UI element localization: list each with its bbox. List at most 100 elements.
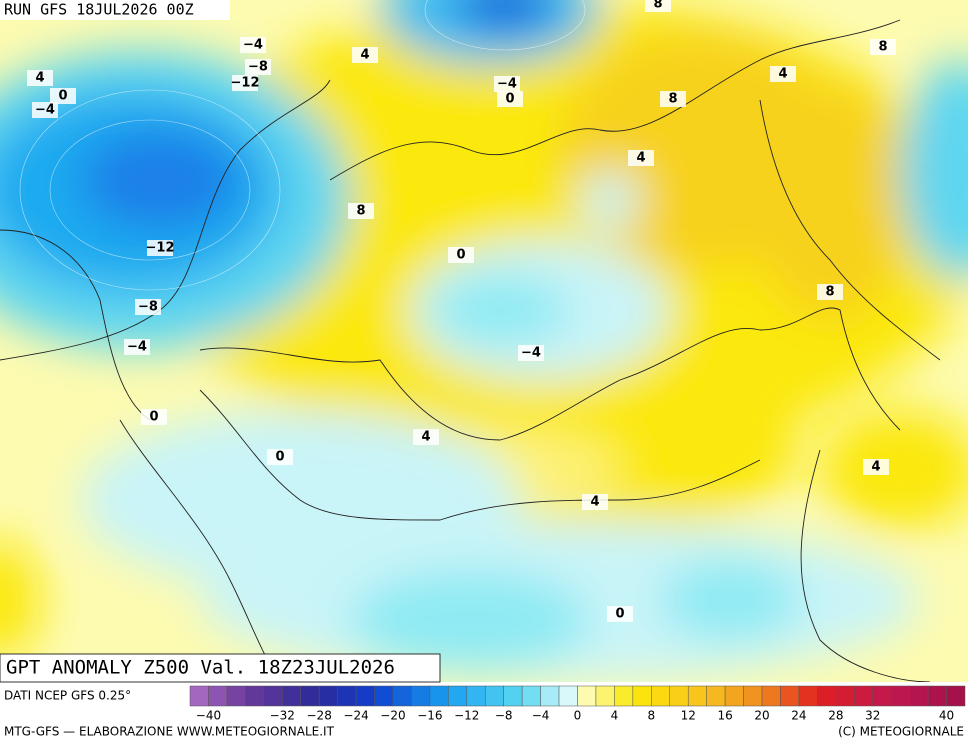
contour-label: 4 bbox=[636, 151, 645, 166]
run-label: RUN GFS 18JUL2026 00Z bbox=[4, 1, 194, 19]
colorbar-tick-label: 4 bbox=[611, 709, 619, 723]
contour-label-bg bbox=[645, 0, 671, 12]
colorbar-swatch bbox=[337, 685, 357, 707]
contour-label-bg bbox=[518, 345, 544, 361]
colorbar-tick-label: 12 bbox=[681, 709, 696, 723]
footer-right: (C) METEOGIORNALE bbox=[838, 725, 964, 739]
contour-label-bg bbox=[494, 76, 520, 92]
colorbar-swatch bbox=[226, 685, 246, 707]
contour-label: −4 bbox=[521, 346, 541, 361]
contour-label: 4 bbox=[590, 495, 599, 510]
colorbar-swatch bbox=[282, 685, 301, 707]
contour-label-bg bbox=[413, 429, 439, 445]
footer-left: MTG-GFS — ELABORAZIONE WWW.METEOGIORNALE… bbox=[4, 725, 335, 739]
colorbar-swatch bbox=[392, 685, 412, 707]
contour-label: −12 bbox=[146, 241, 175, 256]
colorbar-swatch bbox=[909, 685, 929, 707]
contour-label: 8 bbox=[653, 0, 662, 12]
colorbar-swatch bbox=[854, 685, 873, 707]
colorbar-swatch bbox=[706, 685, 726, 707]
colorbar-swatch bbox=[817, 685, 837, 707]
contour-label-bg bbox=[50, 88, 76, 104]
colorbar-tick-label: 32 bbox=[865, 709, 880, 723]
contour-label-bg bbox=[232, 75, 258, 91]
colorbar-swatch bbox=[521, 685, 541, 707]
colorbar-tick-label: 8 bbox=[647, 709, 655, 723]
colorbar-swatch bbox=[355, 685, 375, 707]
colorbar-swatch bbox=[761, 685, 781, 707]
source-label: DATI NCEP GFS 0.25° bbox=[4, 689, 131, 703]
colorbar-swatch bbox=[651, 685, 671, 707]
contour-label-bg bbox=[141, 409, 167, 425]
contour-label-bg bbox=[607, 606, 633, 622]
contour-label: 0 bbox=[275, 450, 284, 465]
colorbar-swatch bbox=[503, 685, 523, 707]
contour-label-bg bbox=[448, 247, 474, 263]
colorbar-swatch bbox=[318, 685, 338, 707]
colorbar-swatch bbox=[411, 685, 431, 707]
contour-label: 4 bbox=[35, 71, 44, 86]
colorbar-swatch bbox=[577, 685, 597, 707]
colorbar: −40 −32 −28 −24 −20 −16 −12 −8 −4 0 4 8 12 16 20 24 28 32… bbox=[189, 685, 966, 723]
map-title: GPT ANOMALY Z500 Val. 18Z23JUL2026 bbox=[6, 657, 395, 679]
colorbar-tick-label: 16 bbox=[717, 709, 732, 723]
header-box bbox=[0, 0, 230, 20]
contour-label-bg bbox=[147, 240, 173, 256]
colorbar-swatch bbox=[687, 685, 707, 707]
colorbar-swatch bbox=[614, 685, 634, 707]
contour-label: 4 bbox=[778, 67, 787, 82]
colorbar-swatch bbox=[798, 685, 818, 707]
contour-label: 4 bbox=[871, 460, 880, 475]
contour-label-bg bbox=[240, 37, 266, 53]
colorbar-swatch bbox=[780, 685, 800, 707]
contour-label: −4 bbox=[35, 103, 55, 118]
colorbar-tick-label: −12 bbox=[454, 709, 479, 723]
contour-label-bg bbox=[348, 203, 374, 219]
contour-label: −8 bbox=[138, 300, 158, 315]
contour-label: 4 bbox=[360, 48, 369, 63]
colorbar-swatch bbox=[872, 685, 892, 707]
contour-label: 0 bbox=[58, 89, 67, 104]
colorbar-tick-label: 28 bbox=[828, 709, 843, 723]
contour-label-bg bbox=[352, 47, 378, 63]
contour-label-bg bbox=[582, 494, 608, 510]
contour-label: 8 bbox=[668, 92, 677, 107]
contour-label-bg bbox=[870, 39, 896, 55]
colorbar-swatch bbox=[927, 685, 947, 707]
colorbar-swatch bbox=[208, 685, 228, 707]
colorbar-tick-label: −40 bbox=[196, 709, 221, 723]
colorbar-tick-label: −24 bbox=[343, 709, 368, 723]
colorbar-tick-label: 40 bbox=[939, 709, 954, 723]
colorbar-swatch bbox=[724, 685, 744, 707]
contour-label: −4 bbox=[497, 77, 517, 92]
contour-label-bg bbox=[817, 284, 843, 300]
contour-label: 8 bbox=[878, 40, 887, 55]
colorbar-tick-label: −20 bbox=[380, 709, 405, 723]
colorbar-tick-label: 20 bbox=[754, 709, 769, 723]
colorbar-swatch bbox=[632, 685, 652, 707]
colorbar-swatch bbox=[263, 685, 283, 707]
colorbar-swatch bbox=[835, 685, 855, 707]
colorbar-swatch bbox=[669, 685, 689, 707]
contour-label: 4 bbox=[421, 430, 430, 445]
contour-label-bg bbox=[124, 339, 150, 355]
colorbar-swatch bbox=[743, 685, 763, 707]
colorbar-tick-label: −8 bbox=[495, 709, 513, 723]
contour-label-bg bbox=[267, 449, 293, 465]
colorbar-swatch bbox=[448, 685, 468, 707]
contour-label: −4 bbox=[127, 340, 147, 355]
colorbar-swatch bbox=[558, 685, 578, 707]
contour-label-bg bbox=[863, 459, 889, 475]
colorbar-tick-label: −32 bbox=[270, 709, 295, 723]
contour-label: 8 bbox=[356, 204, 365, 219]
coastlines bbox=[0, 19, 941, 682]
colorbar-swatch bbox=[540, 685, 560, 707]
colorbar-swatch bbox=[466, 685, 486, 707]
contour-label-bg bbox=[497, 91, 523, 107]
colorbar-swatch bbox=[946, 685, 966, 707]
colorbar-swatch bbox=[300, 685, 320, 707]
contour-label-bg bbox=[660, 91, 686, 107]
contour-label-bg bbox=[245, 59, 271, 75]
